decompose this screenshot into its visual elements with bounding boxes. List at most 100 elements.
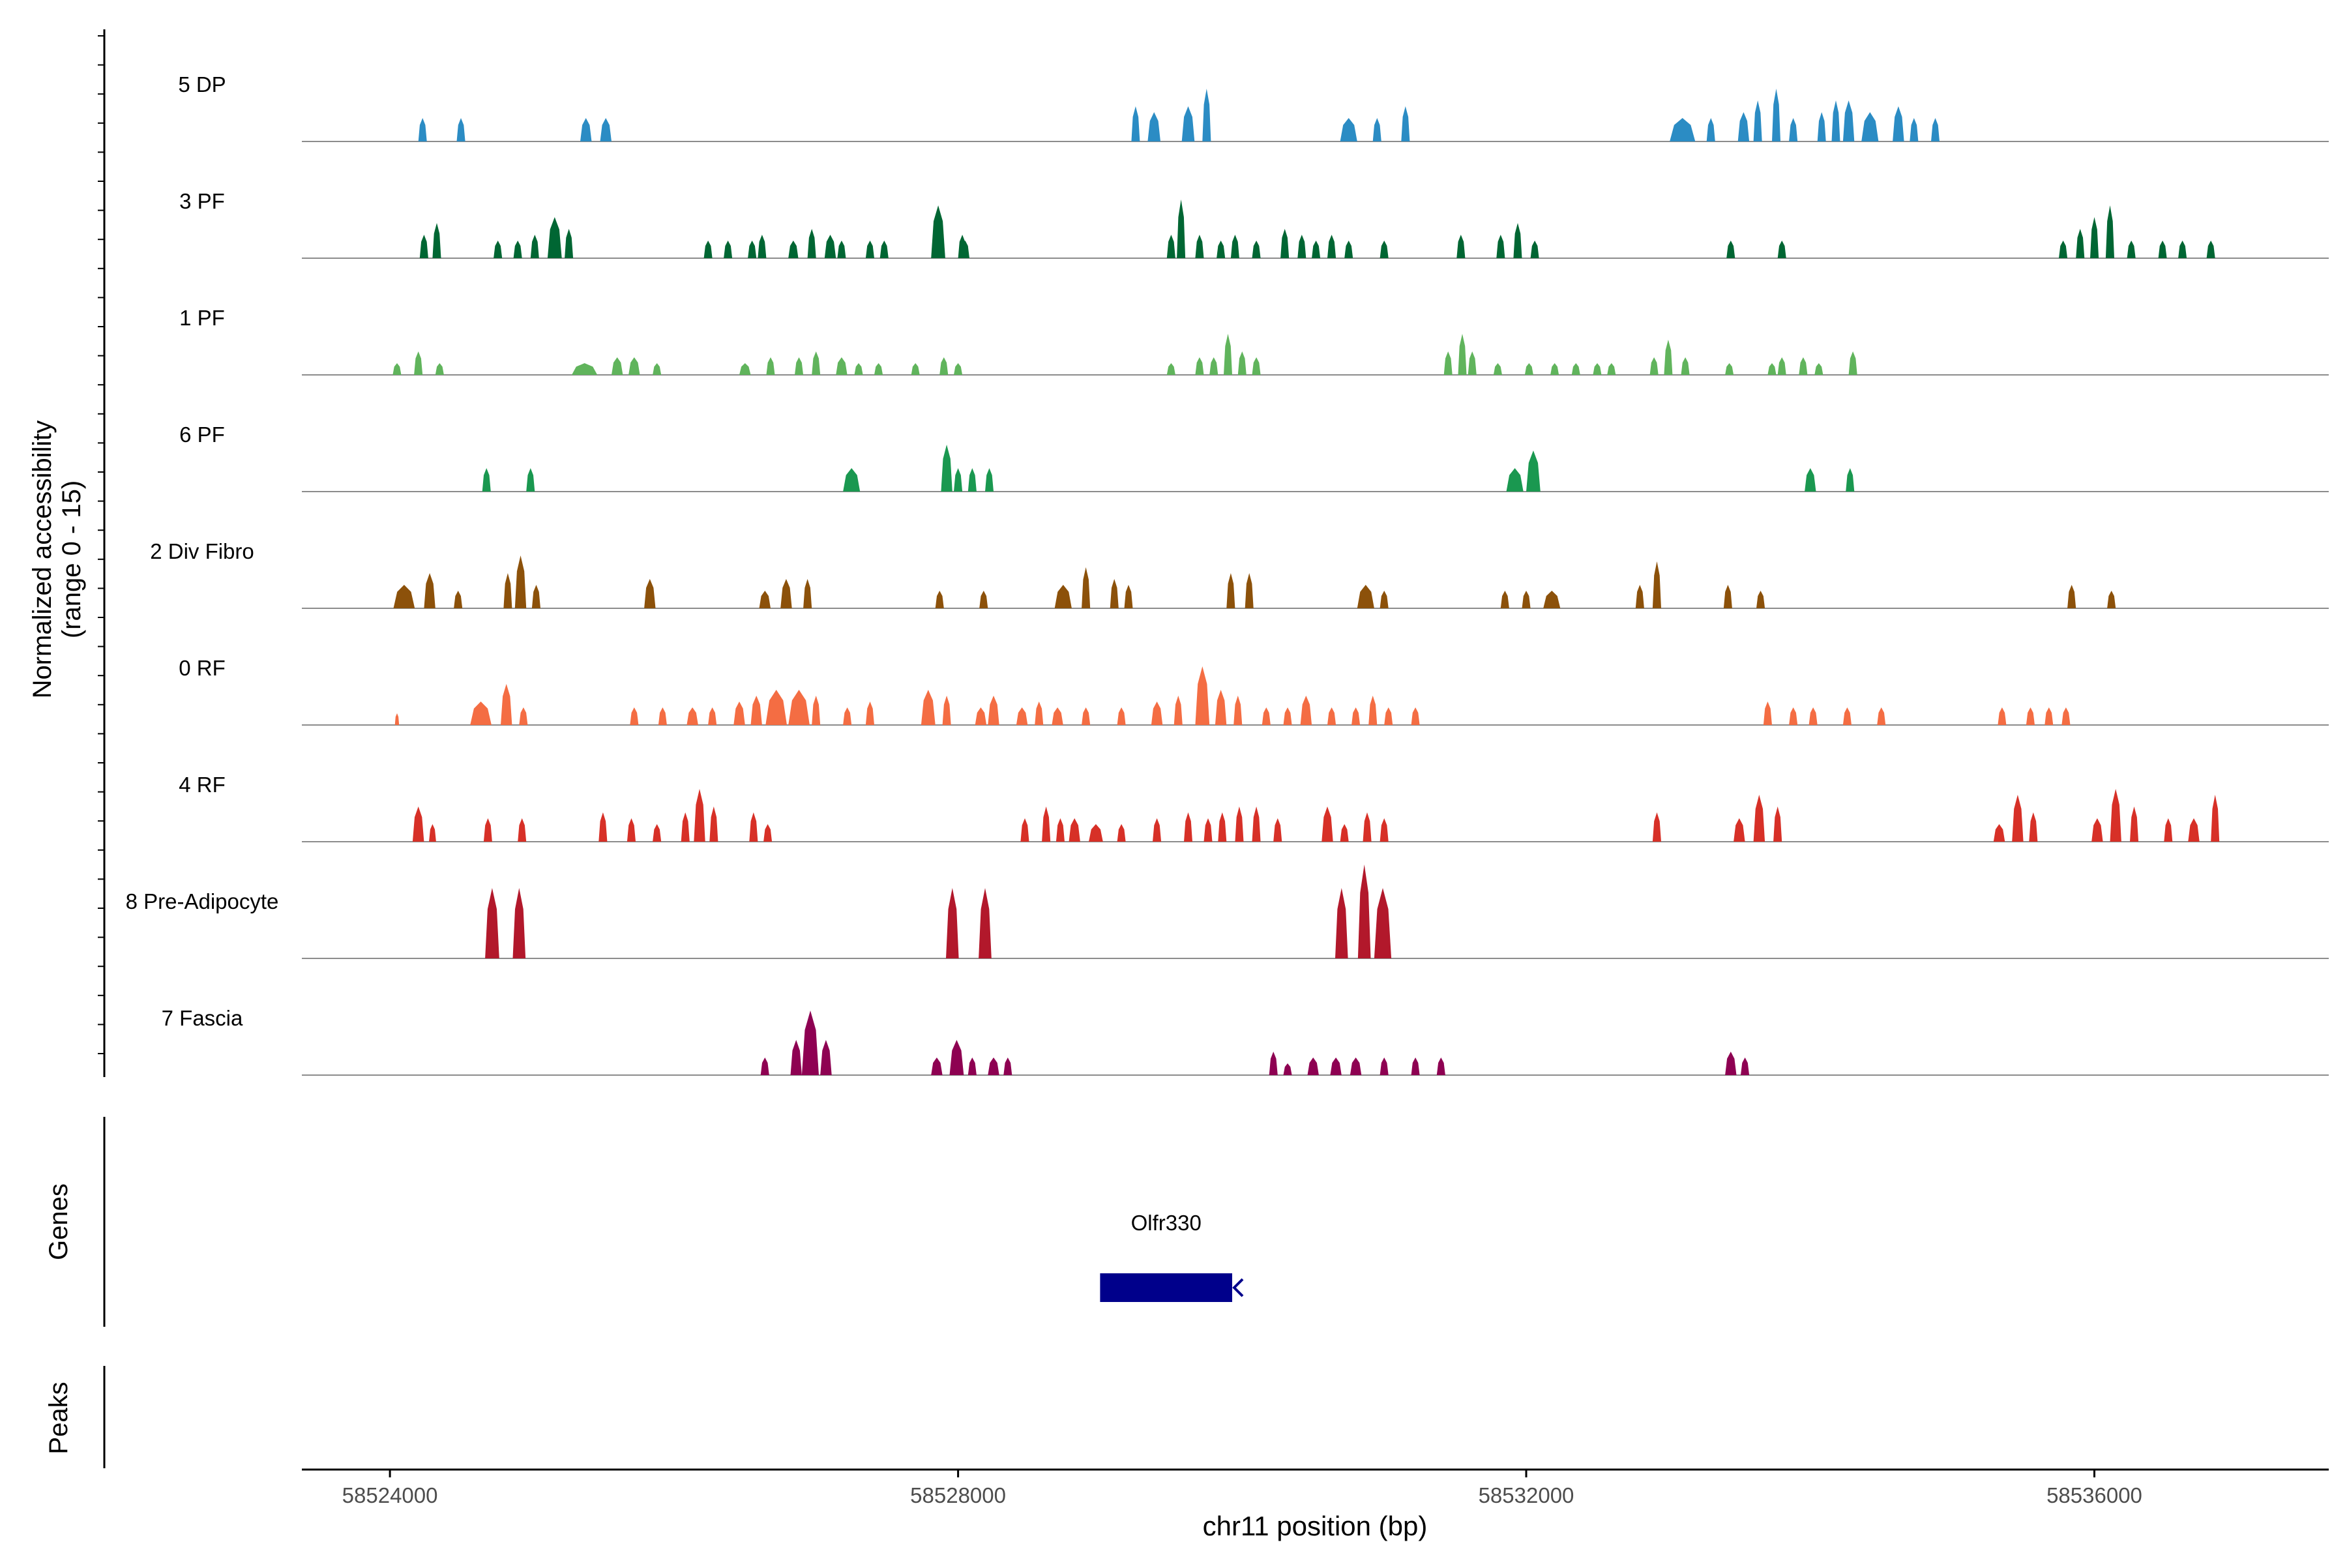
accessibility-peak xyxy=(780,579,792,608)
accessibility-peak xyxy=(1998,707,2007,725)
accessibility-peak xyxy=(1753,795,1765,842)
accessibility-peak xyxy=(967,1058,977,1075)
gene-strand-arrow xyxy=(1232,1278,1244,1297)
accessibility-peak xyxy=(2107,591,2116,608)
accessibility-peak xyxy=(1777,241,1786,258)
accessibility-peak xyxy=(526,468,535,492)
accessibility-peak xyxy=(1846,468,1855,492)
track-label: 7 Fascia xyxy=(162,1006,243,1030)
accessibility-peak xyxy=(854,363,863,375)
accessibility-peak xyxy=(1082,567,1091,608)
accessibility-peak xyxy=(518,818,527,842)
accessibility-peak xyxy=(686,707,698,725)
accessibility-peak xyxy=(1312,241,1321,258)
accessibility-peak xyxy=(1117,824,1126,842)
accessibility-peak xyxy=(1054,585,1072,608)
accessibility-peak xyxy=(931,205,945,258)
accessibility-peak xyxy=(503,573,512,608)
accessibility-peak xyxy=(1726,241,1735,258)
accessibility-peak xyxy=(1500,591,1509,608)
accessibility-peak xyxy=(485,888,499,958)
accessibility-peak xyxy=(790,1040,802,1075)
accessibility-peak xyxy=(1789,118,1798,141)
accessibility-peak xyxy=(1893,106,1904,141)
accessibility-peak xyxy=(1166,363,1175,375)
accessibility-peak xyxy=(1723,585,1732,608)
accessibility-peak xyxy=(739,363,751,375)
accessibility-peak xyxy=(703,241,713,258)
accessibility-peak xyxy=(1670,118,1696,141)
accessibility-peak xyxy=(432,223,441,258)
accessibility-peak xyxy=(1458,334,1467,375)
accessibility-peak xyxy=(658,707,667,725)
accessibility-peak xyxy=(795,357,804,375)
accessibility-peak xyxy=(749,812,758,842)
accessibility-peak xyxy=(482,468,491,492)
accessibility-peak xyxy=(1513,223,1522,258)
accessibility-peak xyxy=(1203,818,1213,842)
accessibility-peak xyxy=(628,357,640,375)
accessibility-peak xyxy=(1805,468,1816,492)
accessibility-peak xyxy=(1526,451,1541,492)
accessibility-peak xyxy=(1340,824,1349,842)
accessibility-peak xyxy=(1344,241,1353,258)
accessibility-peak xyxy=(1224,334,1232,375)
accessibility-peak xyxy=(1307,1058,1319,1075)
accessibility-peak xyxy=(1814,363,1823,375)
accessibility-peak xyxy=(429,824,436,842)
accessibility-peak xyxy=(1252,357,1261,375)
accessibility-peak xyxy=(709,806,718,842)
accessibility-peak xyxy=(1737,112,1750,141)
accessibility-peak xyxy=(694,789,705,842)
accessibility-peak xyxy=(1848,351,1857,375)
accessibility-peak xyxy=(1215,690,1227,725)
accessibility-peak xyxy=(1530,241,1539,258)
accessibility-peak xyxy=(1842,100,1855,141)
accessibility-peak xyxy=(394,713,400,725)
accessibility-peak xyxy=(760,1058,769,1075)
tracks-layer: 5 DP 3 PF 1 PF 6 PF 2 Div Fibro 0 RF 4 RF 8 Pre… xyxy=(126,72,2329,1076)
accessibility-peak xyxy=(1741,1058,1750,1075)
y-ticks xyxy=(98,35,104,1054)
accessibility-peak xyxy=(2090,217,2099,258)
accessibility-peak xyxy=(1283,1063,1292,1075)
accessibility-peak xyxy=(954,363,963,375)
track-8: 7 Fascia xyxy=(162,1006,2329,1076)
accessibility-peak xyxy=(1681,357,1690,375)
accessibility-peak xyxy=(1335,888,1348,958)
accessibility-peak xyxy=(843,468,861,492)
genes-panel-label: Genes xyxy=(44,1183,73,1260)
accessibility-peak xyxy=(1506,468,1524,492)
track-4: 2 Div Fibro xyxy=(150,539,2329,609)
accessibility-peak xyxy=(1233,696,1243,725)
x-tick-label: 58524000 xyxy=(342,1483,438,1507)
accessibility-peak xyxy=(820,1040,832,1075)
accessibility-peak xyxy=(565,229,574,258)
accessibility-peak xyxy=(630,707,639,725)
accessibility-peak xyxy=(2158,241,2167,258)
accessibility-peak xyxy=(393,585,415,608)
accessibility-peak xyxy=(939,357,949,375)
track-2: 1 PF xyxy=(179,306,2329,376)
accessibility-peak xyxy=(1456,235,1466,258)
accessibility-peak xyxy=(824,235,836,258)
accessibility-peak xyxy=(759,591,771,608)
accessibility-peak xyxy=(1524,363,1533,375)
accessibility-peak xyxy=(1357,865,1371,958)
accessibility-peak xyxy=(1831,100,1840,141)
accessibility-peak xyxy=(483,818,492,842)
accessibility-peak xyxy=(733,702,745,725)
accessibility-peak xyxy=(600,118,612,141)
accessibility-peak xyxy=(1069,818,1080,842)
accessibility-peak xyxy=(501,684,512,725)
accessibility-peak xyxy=(1496,235,1505,258)
accessibility-peak xyxy=(1357,585,1374,608)
accessibility-peak xyxy=(1380,241,1389,258)
accessibility-peak xyxy=(935,591,944,608)
accessibility-peak xyxy=(975,707,987,725)
accessibility-peak xyxy=(1351,707,1361,725)
accessibility-peak xyxy=(874,363,883,375)
accessibility-peak xyxy=(1374,888,1392,958)
accessibility-peak xyxy=(1753,100,1762,141)
